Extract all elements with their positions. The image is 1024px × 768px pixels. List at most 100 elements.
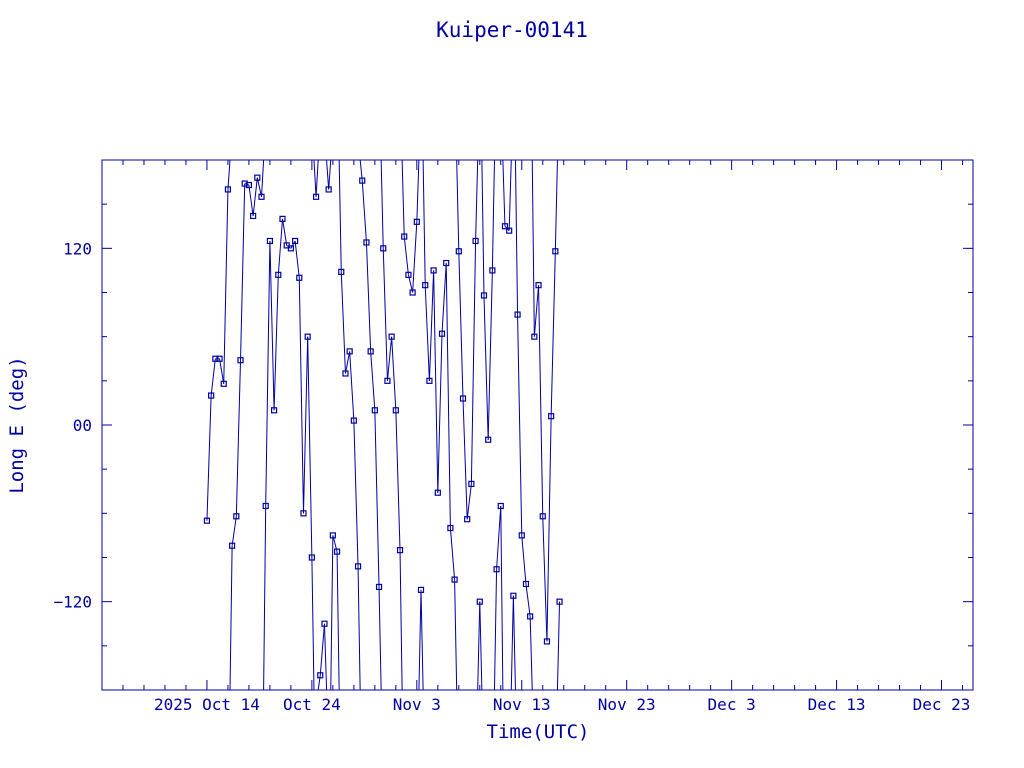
series-line-segment — [328, 160, 334, 690]
data-point — [464, 516, 471, 523]
data-point — [321, 620, 328, 627]
data-point — [216, 355, 223, 362]
data-point — [224, 186, 232, 193]
series-line-segment — [416, 160, 422, 690]
x-tick-label: Dec 23 — [913, 695, 971, 714]
data-point — [250, 212, 257, 220]
series-line-segment — [365, 242, 372, 352]
chart-title: Kuiper-00141 — [436, 18, 588, 42]
series-line-segment — [428, 270, 435, 381]
series-line-segment — [395, 410, 401, 551]
series-line-segment — [294, 240, 300, 278]
data-point — [266, 237, 274, 245]
data-point — [480, 292, 488, 299]
data-point — [291, 237, 299, 245]
series-line-segment — [252, 177, 258, 216]
series-line-segment — [210, 358, 216, 396]
series-line-segment — [361, 180, 367, 243]
series-line-segment — [542, 516, 548, 642]
series-line-segment — [433, 270, 439, 493]
series-line-segment — [231, 516, 237, 546]
x-tick-label: 2025 Oct 14 — [154, 695, 260, 714]
data-point — [422, 282, 429, 289]
series-line-segment — [420, 160, 426, 690]
data-point — [405, 271, 412, 278]
data-point — [426, 377, 433, 384]
series-line-segment — [554, 160, 561, 690]
x-tick-label: Dec 13 — [808, 695, 866, 714]
y-tick-label: 00 — [73, 416, 92, 435]
data-point — [333, 548, 341, 555]
series-line-segment — [374, 410, 380, 587]
data-point — [212, 355, 219, 362]
series-line-segment — [340, 271, 346, 374]
data-point — [384, 377, 391, 384]
data-point — [304, 333, 311, 340]
data-point — [308, 554, 315, 561]
data-point — [493, 566, 500, 573]
series-line-segment — [470, 240, 477, 484]
data-point — [413, 218, 420, 225]
data-point — [527, 613, 534, 620]
data-point — [485, 436, 492, 443]
series-line-segment — [445, 263, 451, 529]
data-point — [287, 245, 294, 252]
data-point — [548, 413, 555, 420]
data-point — [325, 186, 332, 193]
data-point — [354, 563, 362, 570]
series-line-segment — [386, 336, 393, 381]
series-line-segment — [227, 160, 233, 690]
series-line-segment — [462, 398, 468, 520]
series-line-segment — [449, 528, 456, 580]
series-line-segment — [391, 336, 397, 411]
data-point — [359, 177, 366, 184]
series-line-segment — [424, 285, 430, 381]
series-line-segment — [336, 160, 342, 690]
series-line-segment — [512, 160, 519, 690]
series-line-segment — [302, 336, 309, 514]
series-line-segment — [357, 160, 363, 690]
data-point — [472, 237, 479, 245]
tick-marks — [101, 159, 973, 691]
series-line-segment — [273, 274, 279, 411]
series-line-segment — [277, 218, 283, 275]
plot-frame — [101, 159, 974, 691]
data-point — [312, 193, 320, 200]
series-line-segment — [483, 295, 489, 440]
data-point — [401, 233, 408, 240]
data-point — [447, 524, 454, 532]
data-series — [203, 160, 563, 690]
data-point — [510, 592, 517, 599]
data-point — [443, 259, 450, 267]
series-line-segment — [319, 623, 325, 676]
series-line-segment — [403, 236, 409, 275]
series-line-segment — [479, 160, 485, 690]
data-point — [317, 672, 324, 679]
data-point — [543, 638, 551, 645]
data-point — [539, 513, 546, 520]
series-line-segment — [475, 160, 481, 690]
x-tick-label: Nov 3 — [393, 695, 441, 714]
data-point — [459, 395, 467, 402]
data-point — [434, 489, 441, 496]
x-axis-label: Time(UTC) — [487, 721, 590, 743]
series-line-segment — [508, 160, 514, 690]
series-line-segment — [546, 416, 552, 642]
series-line-segment — [466, 483, 472, 520]
series-line-segment — [323, 160, 330, 690]
data-point — [468, 480, 475, 487]
data-point — [522, 580, 530, 588]
data-point — [350, 417, 357, 424]
data-point — [300, 510, 307, 517]
data-point — [367, 348, 374, 355]
series-line-segment — [437, 333, 443, 493]
series-line-segment — [353, 420, 359, 567]
data-point — [346, 348, 353, 355]
data-point — [203, 517, 211, 524]
series-line-segment — [240, 183, 246, 361]
data-point — [455, 248, 462, 255]
data-point — [506, 227, 513, 234]
series-line-segment — [496, 505, 502, 570]
series-line-segment — [344, 351, 351, 374]
data-point — [254, 174, 261, 181]
